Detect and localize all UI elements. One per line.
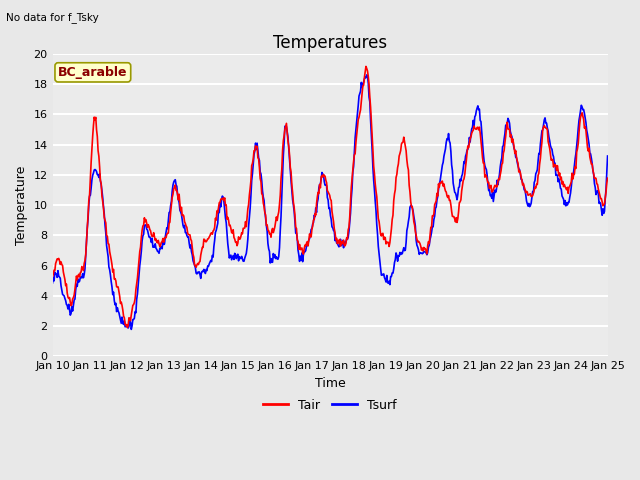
Text: No data for f_Tsky: No data for f_Tsky bbox=[6, 12, 99, 23]
X-axis label: Time: Time bbox=[315, 377, 346, 390]
Legend: Tair, Tsurf: Tair, Tsurf bbox=[258, 394, 402, 417]
Text: BC_arable: BC_arable bbox=[58, 66, 127, 79]
Y-axis label: Temperature: Temperature bbox=[15, 165, 28, 245]
Title: Temperatures: Temperatures bbox=[273, 34, 387, 52]
